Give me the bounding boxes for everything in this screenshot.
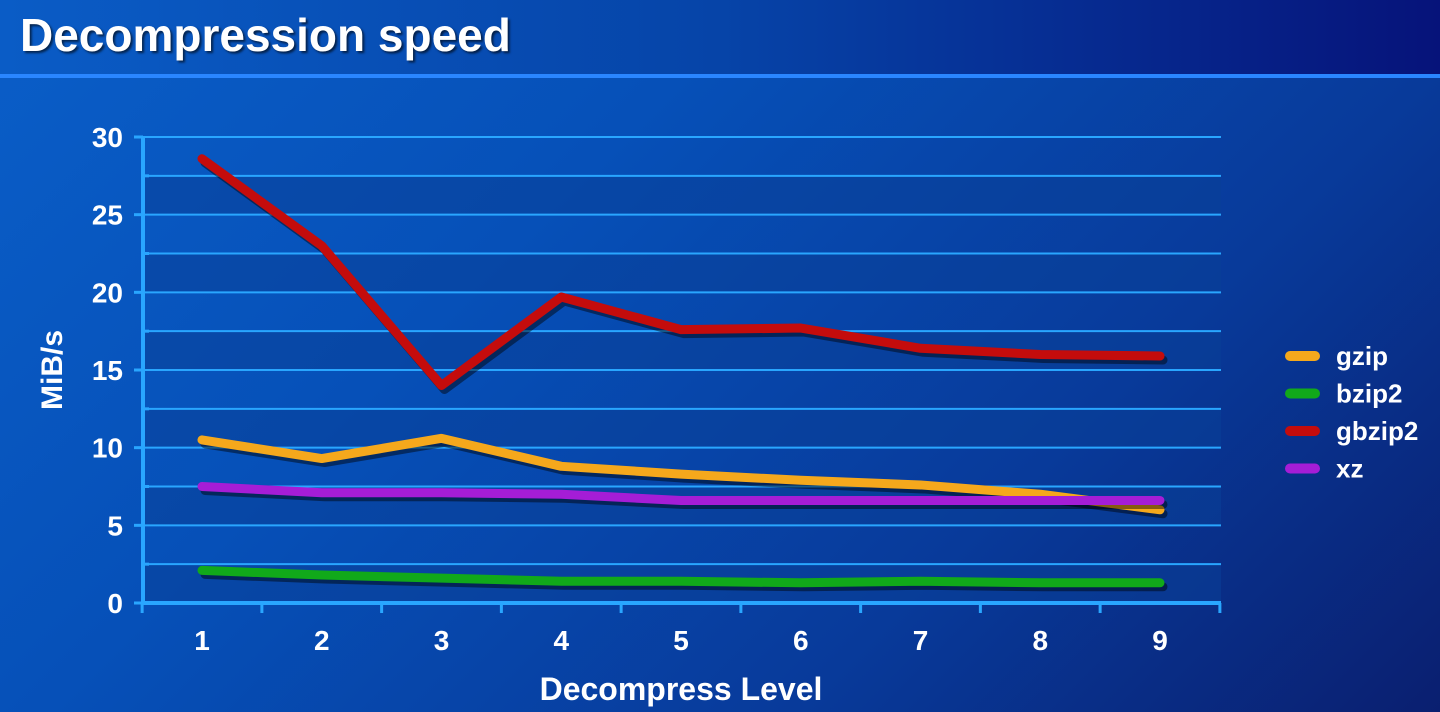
x-tick-label: 6 xyxy=(793,625,809,656)
y-tick-label: 20 xyxy=(92,277,123,308)
x-tick-labels: 1 2 3 4 5 6 7 8 9 xyxy=(194,625,1168,656)
series-line-gzip xyxy=(197,433,1165,515)
legend-label-bzip2: bzip2 xyxy=(1336,379,1402,409)
plot-band xyxy=(143,175,1221,215)
x-tick-label: 2 xyxy=(314,625,330,656)
x-tick-label: 9 xyxy=(1152,625,1168,656)
series-line-bzip2 xyxy=(197,565,1165,588)
legend-label-gzip: gzip xyxy=(1336,341,1388,371)
y-tick-label: 5 xyxy=(107,510,123,541)
series-lines xyxy=(197,154,1168,592)
title-divider xyxy=(0,74,1440,78)
plot-band xyxy=(143,408,1221,448)
plot-band xyxy=(143,253,1221,293)
x-tick-label: 5 xyxy=(673,625,689,656)
page-title: Decompression speed xyxy=(20,9,511,61)
legend-label-gbzip2: gbzip2 xyxy=(1336,416,1418,446)
legend-label-xz: xz xyxy=(1336,454,1363,484)
y-tick-label: 0 xyxy=(107,588,123,619)
x-tick-label: 8 xyxy=(1032,625,1048,656)
x-tick-label: 1 xyxy=(194,625,210,656)
y-tick-label: 25 xyxy=(92,200,123,231)
x-tick-label: 7 xyxy=(913,625,929,656)
plot-bands xyxy=(143,175,1221,603)
x-tick-label: 3 xyxy=(434,625,450,656)
x-tick-label: 4 xyxy=(553,625,569,656)
axes xyxy=(134,135,1222,613)
series-line-xz xyxy=(197,482,1165,505)
y-tick-labels: 0 5 10 15 20 25 30 xyxy=(92,122,123,619)
y-tick-label: 15 xyxy=(92,355,123,386)
y-axis-label: MiB/s xyxy=(36,330,69,410)
legend: gzip bzip2 gbzip2 xz xyxy=(1285,341,1418,484)
y-tick-label: 30 xyxy=(92,122,123,153)
x-axis-label: Decompress Level xyxy=(540,671,823,707)
y-tick-label: 10 xyxy=(92,433,123,464)
title-bar xyxy=(0,0,1440,76)
series-line-gbzip2 xyxy=(197,154,1165,391)
